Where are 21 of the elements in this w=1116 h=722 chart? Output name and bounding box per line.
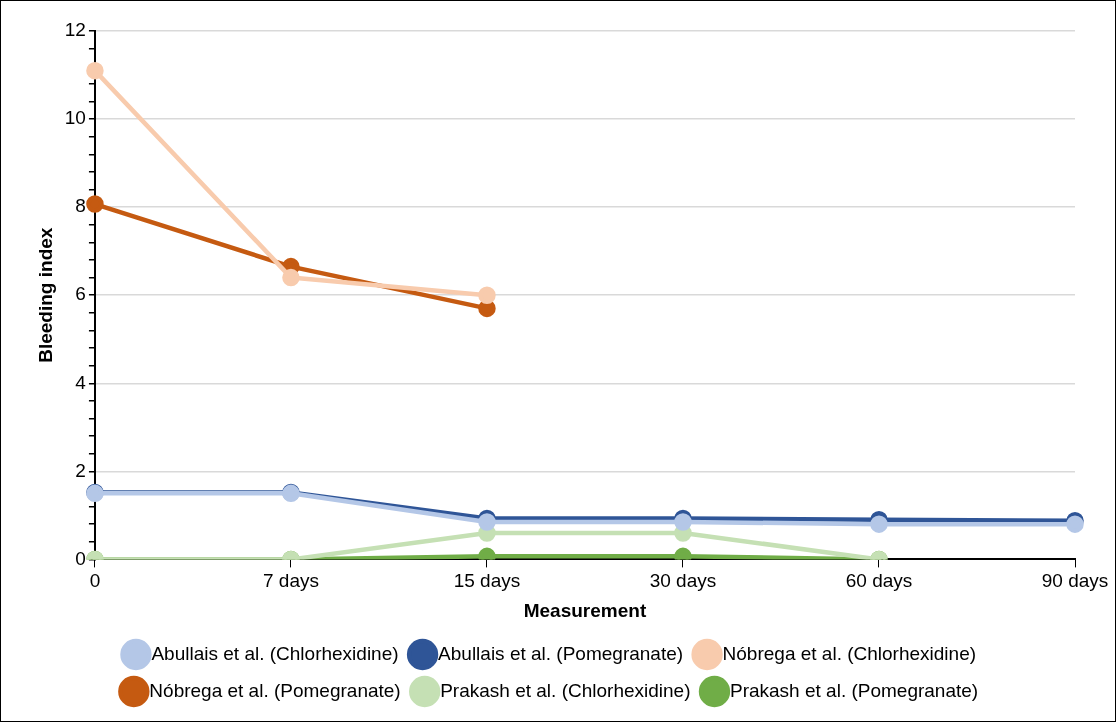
y-axis-title: Bleeding index [34, 227, 56, 363]
y-tick-label: 10 [64, 107, 86, 129]
x-tick-label: 15 days [453, 570, 521, 592]
legend-label: Abullais et al. (Pomegranate) [438, 642, 684, 664]
y-tick-label: 8 [75, 195, 86, 217]
legend-label: Prakash et al. (Pomegranate) [729, 679, 979, 701]
legend-label: Prakash et al. (Chlorhexidine) [440, 679, 691, 701]
x-tick-label: 90 days [1041, 570, 1109, 592]
y-tick-label: 12 [64, 19, 86, 41]
x-axis-title: Measurement [523, 599, 647, 621]
x-tick-label: 7 days [262, 570, 319, 592]
y-tick-label: 6 [75, 283, 86, 305]
y-tick-label: 0 [75, 547, 86, 569]
y-tick-label: 4 [75, 371, 87, 393]
x-tick-label: 30 days [649, 570, 717, 592]
x-tick-label: 0 [89, 570, 101, 592]
legend-label: Nóbrega et al. (Chlorhexidine) [722, 642, 977, 664]
legend-label: Abullais et al. (Chlorhexidine) [151, 642, 399, 664]
y-tick-label: 2 [75, 459, 86, 481]
x-tick-label: 60 days [845, 570, 913, 592]
legend-label: Nóbrega et al. (Pomegranate) [149, 679, 401, 701]
